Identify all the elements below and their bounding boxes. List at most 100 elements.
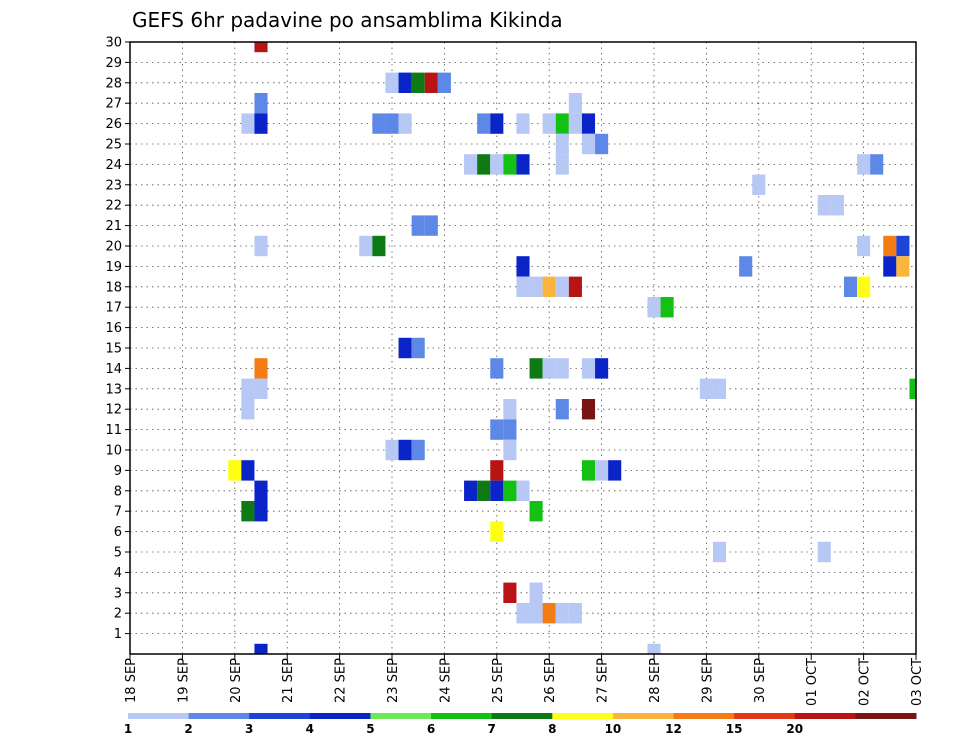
colorbar-label: 7 [488,722,496,736]
heatmap-cell [542,358,556,379]
heatmap-cell [398,72,412,93]
x-tick-label: 30 SEP [753,658,768,703]
heatmap-cell [477,113,491,134]
y-tick-label: 14 [105,362,122,377]
heatmap-cell [555,113,569,134]
colorbar-label: 1 [124,722,132,736]
heatmap-cell [555,276,569,297]
heatmap-cell [542,276,556,297]
colorbar-segment [734,713,796,719]
colorbar: 1 2 3 4 5 6 7 8 10 12 15 20 [124,713,917,736]
heatmap-cell [568,276,582,297]
heatmap-cell [896,256,910,277]
heatmap-cell [595,133,609,155]
colorbar-segment [431,713,493,719]
heatmap-cell [254,93,268,114]
heatmap-cell [516,480,530,501]
heatmap-cell [385,113,399,134]
colorbar-segment [491,713,553,719]
heatmap-cell [385,72,399,93]
heatmap-cell [254,113,268,134]
heatmap-cell [699,378,713,399]
y-tick-label: 5 [114,546,122,561]
heatmap-cell [241,460,255,481]
heatmap-cell [555,399,569,420]
y-tick-label: 26 [105,117,122,132]
heatmap-cell [581,133,596,155]
heatmap-cell [555,358,569,379]
heatmap-cell [529,358,543,379]
heatmap-cell [595,460,609,481]
heatmap-cell [503,154,517,175]
colorbar-label: 4 [306,722,314,736]
heatmap-cell [857,235,871,257]
heatmap-cell [660,297,674,318]
y-tick-label: 24 [105,158,122,173]
colorbar-segment [370,713,432,719]
heatmap-cell [516,603,530,624]
x-tick-label: 18 SEP [124,658,139,703]
heatmap-cell [909,378,916,399]
heatmap-cell [568,93,582,114]
heatmap-cell [817,541,831,563]
y-tick-label: 15 [105,342,122,357]
heatmap-cell [437,72,451,93]
x-tick-label: 26 SEP [543,658,558,703]
x-tick-label: 23 SEP [386,658,401,703]
heatmap-cell [712,541,727,563]
heatmap-cell [739,256,753,277]
y-tick-label: 3 [114,586,122,601]
heatmap-cell [516,113,530,134]
x-tick-label: 22 SEP [334,658,349,703]
heatmap-cell [857,154,871,175]
x-axis: 18 SEP 19 SEP 20 SEP 21 SEP 22 SEP 23 SEP 24 S… [124,654,925,706]
y-tick-label: 28 [105,76,122,91]
chart-title: GEFS 6hr padavine po ansamblima Kikinda [132,8,563,32]
heatmap-cell [581,460,596,481]
heatmap-cell [857,276,871,297]
x-tick-label: 24 SEP [438,658,453,703]
heatmap-cell [241,113,255,134]
heatmap-cell [581,358,596,379]
heatmap-cell [411,72,425,93]
y-tick-label: 8 [114,484,122,499]
y-axis: 1234567891011121314151617181920212223242… [105,36,130,642]
heatmap-cell [503,582,517,603]
heatmap-cell [254,42,268,53]
y-tick-label: 1 [114,627,122,642]
colorbar-label: 2 [184,722,192,736]
y-tick-label: 29 [105,56,122,71]
colorbar-label: 8 [548,722,556,736]
heatmap-cell [411,215,425,236]
heatmap-cell [529,501,543,522]
heatmap-cell [464,154,478,175]
colorbar-segment [612,713,675,719]
heatmap-cell [228,460,242,481]
colorbar-label: 5 [366,722,374,736]
y-tick-label: 4 [114,566,122,581]
heatmap-cell [503,399,517,420]
heatmap-cell [398,337,412,359]
heatmap-cell [372,235,386,257]
heatmap-cell [542,603,556,624]
colorbar-segment [855,713,917,719]
colorbar-label: 12 [665,722,682,736]
x-tick-label: 02 OCT [858,658,873,706]
x-tick-label: 21 SEP [281,658,296,703]
y-tick-label: 12 [105,403,122,418]
heatmap-cell [870,154,884,175]
heatmap-cell [424,215,438,236]
colorbar-segment [552,713,614,719]
x-tick-label: 03 OCT [910,658,925,706]
heatmap-cell [516,276,530,297]
colorbar-segment [673,713,735,719]
heatmap-cell [490,113,504,134]
y-tick-label: 10 [105,444,122,459]
heatmap-cell [581,399,596,420]
colorbar-label: 15 [726,722,743,736]
heatmap-cell [490,521,504,542]
y-tick-label: 6 [114,525,122,540]
heatmap-cell [254,501,268,522]
x-tick-label: 19 SEP [176,658,191,703]
